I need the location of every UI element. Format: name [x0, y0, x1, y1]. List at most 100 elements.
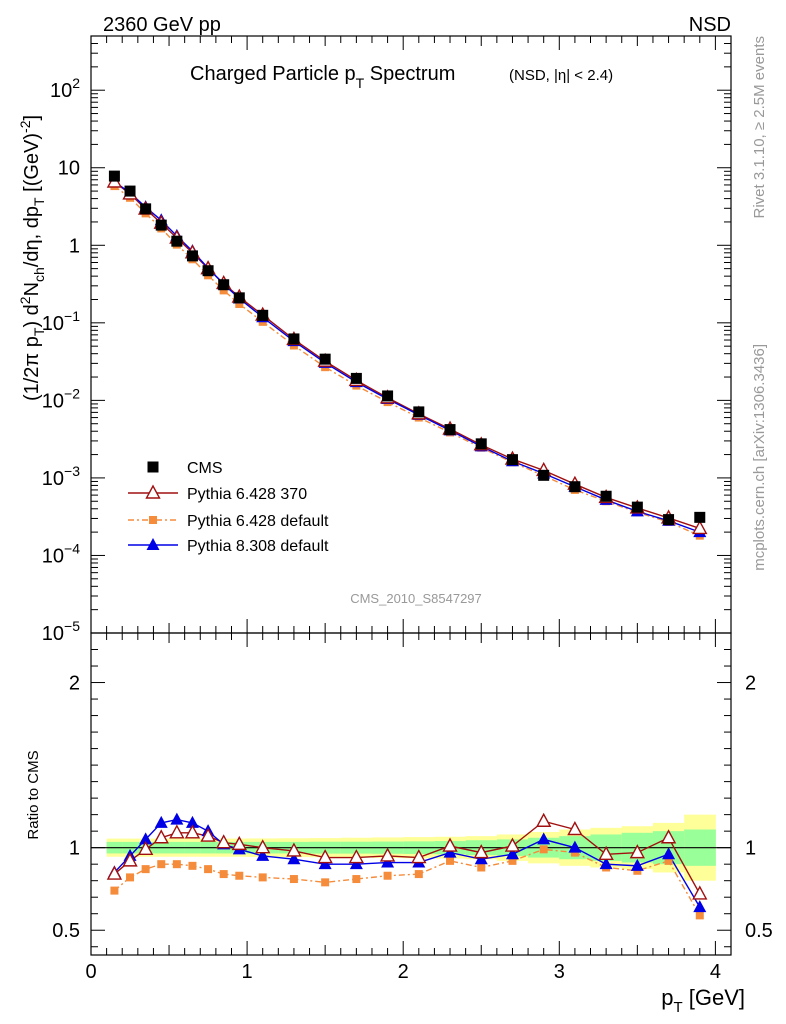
data-point	[186, 250, 198, 262]
ratio-y-tick-label-right: 2	[745, 673, 756, 695]
data-point	[382, 390, 394, 402]
ratio-point	[383, 871, 392, 880]
ratio-point	[692, 885, 708, 900]
data-point	[124, 185, 136, 197]
data-point	[350, 372, 362, 384]
ratio-point	[414, 870, 423, 879]
ratio-y-tick-label: 1	[69, 838, 80, 860]
legend: CMS Pythia 6.428 370 Pythia 6.428 default P…	[128, 460, 329, 555]
mcplots-label: mcplots.cern.ch [arXiv:1306.3436]	[751, 344, 768, 571]
y-tick-label: 10−4	[42, 540, 80, 567]
ratio-point	[662, 847, 676, 860]
legend-entry: Pythia 8.308 default	[128, 538, 329, 555]
y-tick-label: 10−2	[42, 385, 80, 412]
data-point	[202, 265, 214, 277]
ratio-point	[157, 860, 166, 869]
ratio-point	[446, 856, 455, 865]
series-line	[113, 185, 701, 537]
data-point	[569, 481, 581, 493]
data-point	[663, 514, 675, 526]
header-right: NSD	[689, 14, 731, 36]
data-point	[319, 353, 331, 365]
ratio-point	[289, 875, 298, 884]
ratio-point	[660, 829, 677, 844]
series-markers-1	[106, 173, 708, 535]
ratio-point	[139, 832, 153, 845]
ratio-point	[137, 840, 154, 856]
ratio-point	[170, 812, 184, 825]
data-point	[235, 299, 244, 308]
ratio-point	[110, 886, 119, 895]
data-point	[694, 511, 706, 523]
data-point	[140, 203, 152, 215]
series-3	[114, 181, 701, 533]
ratio-point	[629, 844, 646, 859]
legend-entry: Pythia 6.428 370	[128, 484, 307, 503]
y-tick-label: 1	[69, 235, 80, 257]
ratio-point	[321, 878, 330, 887]
ratio-point	[664, 856, 673, 865]
main-title: Charged Particle pT Spectrum	[190, 63, 455, 91]
ratio-point	[630, 858, 644, 871]
ratio-point	[219, 870, 228, 879]
ratio-point	[126, 873, 135, 882]
ratio-point	[106, 865, 123, 880]
ratio-point	[379, 847, 396, 862]
ratio-ylabel: Ratio to CMS	[25, 750, 42, 839]
x-tick-label: 3	[554, 961, 565, 983]
ratio-point	[141, 865, 150, 874]
ratio-point	[258, 873, 267, 882]
data-point	[475, 438, 487, 450]
ratio-y-tick-label: 2	[69, 673, 80, 695]
ratio-point	[154, 815, 168, 828]
ratio-panel: 0.5 0.5 1 1 2 2 0 1 2 3 4 Ratio to CMS pT [GeV]	[25, 632, 773, 1016]
ratio-y-tick-label: 0.5	[52, 920, 80, 942]
rivet-label: Rivet 3.1.10, ≥ 2.5M events	[751, 36, 768, 219]
series-line	[114, 181, 701, 533]
data-point	[108, 170, 120, 182]
ratio-point	[216, 834, 232, 849]
ratio-point	[536, 812, 552, 827]
data-point	[600, 490, 612, 502]
y-tick-label: 10	[58, 158, 80, 180]
legend-marker	[147, 461, 159, 473]
ratio-point	[473, 844, 489, 859]
legend-label: Pythia 6.428 default	[187, 513, 329, 530]
main-title-note: (NSD, |η| < 2.4)	[509, 67, 613, 84]
data-point	[218, 279, 230, 291]
ratio-point	[200, 827, 216, 842]
ratio-point	[256, 848, 270, 861]
ratio-point	[185, 815, 199, 828]
ratio-point	[352, 875, 361, 884]
ratio-frame	[90, 632, 732, 956]
ratio-point	[348, 849, 365, 864]
ratio-point	[122, 852, 138, 867]
ratio-point	[169, 824, 185, 839]
legend-entry: Pythia 6.428 default	[128, 513, 329, 530]
data-point	[506, 454, 518, 466]
series-2	[113, 185, 701, 537]
series-markers-0	[108, 170, 706, 526]
ratio-point	[317, 849, 333, 864]
y-tick-label: 10−3	[42, 463, 80, 490]
x-tick-label: 1	[242, 961, 253, 983]
y-tick-label: 10−1	[42, 308, 80, 335]
legend-label: Pythia 6.428 370	[187, 486, 307, 503]
legend-label: Pythia 8.308 default	[187, 538, 329, 555]
ratio-point	[539, 845, 548, 854]
data-point	[413, 406, 425, 418]
ratio-point	[188, 861, 197, 870]
data-point	[171, 235, 183, 247]
ratio-point	[286, 842, 302, 857]
legend-marker	[146, 538, 160, 550]
watermark: CMS_2010_S8547297	[350, 591, 482, 606]
data-point	[692, 519, 708, 535]
ratio-point	[172, 860, 181, 869]
ratio-point	[567, 821, 583, 836]
ratio-point	[693, 900, 707, 913]
data-point	[233, 292, 245, 304]
x-axis-label: pT [GeV]	[661, 985, 745, 1016]
main-panel: 10−5 10−4 10−3 10−2 10−1 1 10 102 Charged Parti…	[17, 35, 732, 645]
ratio-point	[537, 832, 551, 845]
